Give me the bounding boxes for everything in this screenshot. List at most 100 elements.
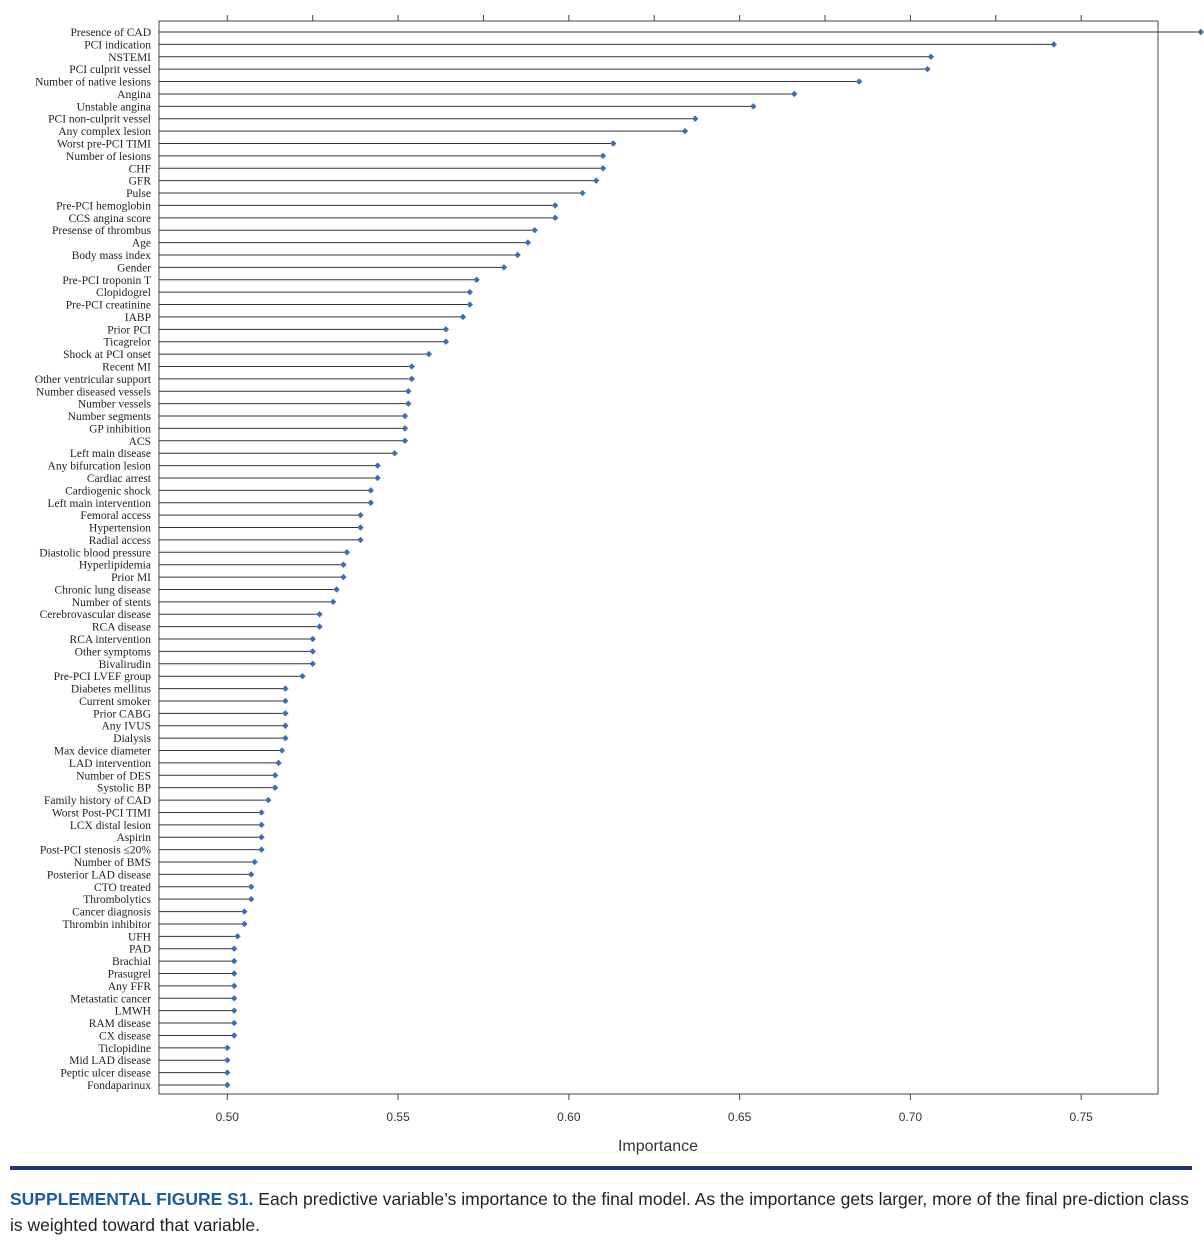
variable-label: PCI indication xyxy=(84,39,151,51)
importance-point xyxy=(524,239,532,246)
importance-point xyxy=(791,90,798,98)
importance-point xyxy=(309,635,316,643)
variable-label: Presence of CAD xyxy=(71,27,151,39)
variable-label: Cancer diagnosis xyxy=(72,907,151,919)
variable-label: Aspirin xyxy=(117,832,152,844)
variable-label: Pulse xyxy=(126,188,151,200)
x-tick-label: 0.60 xyxy=(557,1110,581,1124)
importance-point xyxy=(531,227,538,234)
variable-label: Cardiogenic shock xyxy=(65,485,151,497)
importance-point xyxy=(282,722,289,729)
variable-label: Hyperlipidemia xyxy=(79,560,151,572)
caption-divider xyxy=(10,1166,1192,1170)
importance-point xyxy=(466,301,473,308)
variable-label: NSTEMI xyxy=(108,52,151,64)
variable-label: Recent MI xyxy=(102,361,151,373)
importance-point xyxy=(610,140,617,147)
importance-point xyxy=(374,462,381,469)
variable-label: Other symptoms xyxy=(75,646,152,658)
importance-point xyxy=(241,908,248,915)
x-tick-label: 0.65 xyxy=(728,1110,752,1124)
variable-label: Number of DES xyxy=(76,770,151,782)
importance-point xyxy=(282,710,289,717)
importance-point xyxy=(367,499,374,506)
variable-label: Any complex lesion xyxy=(58,126,151,138)
variable-label: Ticlopidine xyxy=(98,1043,151,1055)
importance-point xyxy=(1197,28,1204,36)
variable-label: Pre-PCI LVEF group xyxy=(54,671,152,683)
variable-label: PCI culprit vessel xyxy=(69,64,151,76)
importance-point xyxy=(258,809,265,816)
variable-label: Prior CABG xyxy=(93,708,151,720)
variable-label: Clopidogrel xyxy=(96,287,151,299)
importance-point xyxy=(224,1057,231,1064)
importance-point xyxy=(343,549,351,556)
importance-point xyxy=(271,784,279,791)
variable-label: PCI non-culprit vessel xyxy=(48,114,151,126)
importance-point xyxy=(278,747,286,754)
variable-label: CHF xyxy=(129,163,151,175)
importance-point xyxy=(309,648,316,655)
plot-frame xyxy=(158,20,1159,1095)
importance-point xyxy=(248,871,255,878)
importance-point xyxy=(241,920,248,928)
variable-label: Brachial xyxy=(112,956,151,968)
variable-label: Mid LAD disease xyxy=(69,1055,151,1067)
importance-point xyxy=(299,672,306,680)
importance-point xyxy=(251,858,258,866)
importance-point xyxy=(230,970,238,977)
x-tick-label: 0.55 xyxy=(386,1110,410,1124)
importance-point xyxy=(442,338,450,345)
variable-label: Number of stents xyxy=(72,597,152,609)
importance-point xyxy=(551,214,559,222)
importance-point xyxy=(599,152,607,160)
variable-label: Pre-PCI troponin T xyxy=(62,275,151,287)
x-axis-title: Importance xyxy=(618,1138,698,1155)
variable-label: Diabetes mellitus xyxy=(71,684,152,696)
variable-label: Worst pre-PCI TIMI xyxy=(57,138,151,150)
variable-label: Unstable angina xyxy=(77,101,151,113)
bottom-axis-ticks: 0.50 0.55 0.60 0.65 0.70 0.75 xyxy=(216,1094,1093,1124)
importance-point xyxy=(466,288,473,296)
variable-label: Number of native lesions xyxy=(35,77,151,89)
variable-label: Chronic lung disease xyxy=(55,584,151,596)
importance-point xyxy=(357,536,364,544)
importance-point xyxy=(374,474,381,482)
importance-point xyxy=(357,511,364,519)
variable-label: Age xyxy=(132,238,151,250)
importance-point xyxy=(230,995,238,1002)
variable-label: Posterior LAD disease xyxy=(47,869,151,881)
variable-label: Family history of CAD xyxy=(44,795,151,807)
importance-point xyxy=(401,437,409,445)
importance-point xyxy=(592,177,600,184)
importance-point xyxy=(333,586,340,593)
variable-label: Systolic BP xyxy=(97,783,151,795)
variable-label: Any bifurcation lesion xyxy=(48,461,152,473)
importance-point xyxy=(316,623,323,630)
variable-label: Prasugrel xyxy=(108,969,151,981)
variable-label: Peptic ulcer disease xyxy=(60,1068,151,1080)
importance-point xyxy=(224,1069,231,1076)
importance-point xyxy=(258,834,265,841)
importance-point xyxy=(408,363,415,370)
variable-label: Radial access xyxy=(89,535,152,547)
importance-point xyxy=(855,78,863,85)
variable-label: Bivalirudin xyxy=(99,659,152,671)
importance-point xyxy=(681,127,689,135)
importance-point xyxy=(282,697,289,705)
importance-point xyxy=(224,1081,231,1089)
importance-point xyxy=(551,202,559,209)
importance-point xyxy=(401,425,409,432)
variable-label: LCX distal lesion xyxy=(70,820,151,832)
importance-point xyxy=(405,400,412,407)
variable-label: Number of BMS xyxy=(74,857,151,869)
importance-point xyxy=(230,1019,238,1027)
variable-label: Post-PCI stenosis ≤20% xyxy=(40,845,152,857)
importance-point xyxy=(275,759,282,767)
importance-point xyxy=(425,350,433,358)
importance-point xyxy=(408,375,415,383)
variable-label: CCS angina score xyxy=(69,213,151,225)
variable-label: Max device diameter xyxy=(54,746,151,758)
variable-label: Left main intervention xyxy=(48,498,152,510)
